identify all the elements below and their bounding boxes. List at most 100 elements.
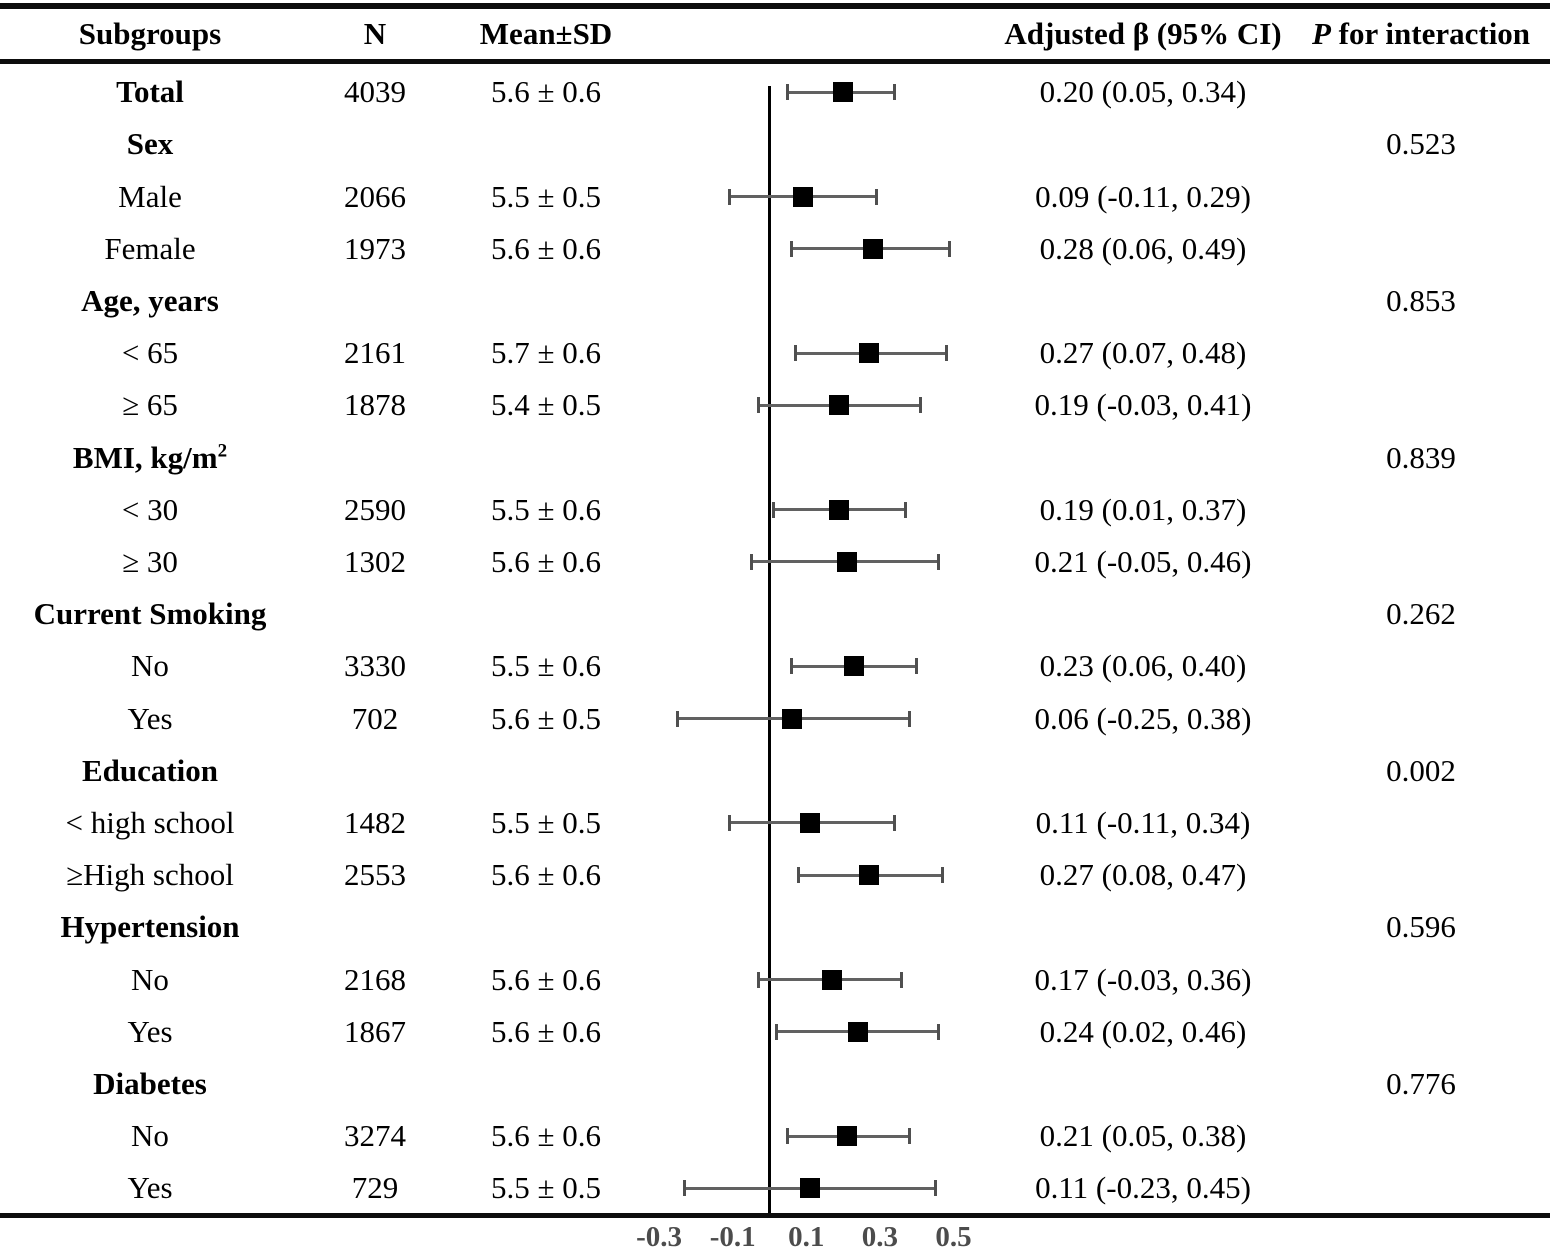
ci-cap-right	[937, 553, 941, 570]
beta-ci-value: 0.27 (0.08, 0.47)	[1039, 857, 1247, 893]
n-value: 1973	[344, 230, 406, 266]
mean-sd-value: 5.6 ± 0.6	[490, 230, 601, 266]
mean-sd-value: 5.6 ± 0.6	[490, 74, 601, 110]
ci-cap-right	[893, 814, 897, 831]
p-interaction-value: 0.853	[1386, 282, 1456, 318]
subgroup-label: Yes	[127, 1170, 173, 1206]
ci-cap-left	[727, 188, 731, 205]
point-estimate-marker	[799, 1178, 820, 1199]
beta-ci-value: 0.11 (-0.11, 0.34)	[1035, 804, 1251, 840]
x-axis-tick-label: 0.3	[861, 1221, 899, 1252]
mean-sd-value: 5.7 ± 0.6	[490, 335, 601, 371]
x-axis-tick-label: -0.1	[709, 1221, 756, 1252]
subgroup-label: ≥ 65	[122, 387, 178, 423]
ci-cap-right	[944, 345, 948, 362]
beta-ci-value: 0.17 (-0.03, 0.36)	[1034, 961, 1252, 997]
ci-cap-left	[756, 397, 760, 414]
ci-cap-right	[918, 397, 922, 414]
point-estimate-marker	[844, 656, 865, 677]
subgroup-label: No	[131, 648, 169, 684]
n-value: 702	[351, 700, 399, 736]
bottom-rule	[0, 1213, 1550, 1218]
subgroup-label: Yes	[127, 700, 173, 736]
subgroup-label: No	[131, 1118, 169, 1154]
beta-ci-value: 0.23 (0.06, 0.40)	[1039, 648, 1247, 684]
beta-ci-value: 0.21 (0.05, 0.38)	[1039, 1118, 1247, 1154]
n-value: 3330	[344, 648, 406, 684]
top-rule	[0, 3, 1550, 9]
n-value: 2168	[344, 961, 406, 997]
mean-sd-value: 5.5 ± 0.6	[490, 491, 601, 527]
mean-sd-value: 5.5 ± 0.6	[490, 648, 601, 684]
column-header-subgroups: Subgroups	[78, 16, 222, 51]
point-estimate-marker	[781, 708, 802, 729]
ci-cap-right	[900, 971, 904, 988]
point-estimate-marker	[799, 812, 820, 833]
column-header-p-interaction: P for interaction	[1292, 8, 1550, 60]
n-value: 2066	[344, 178, 406, 214]
p-interaction-value: 0.776	[1386, 1065, 1456, 1101]
subgroup-label: ≥ 30	[122, 543, 178, 579]
p-interaction-value: 0.596	[1386, 909, 1456, 945]
mean-sd-value: 5.5 ± 0.5	[490, 804, 601, 840]
column-header-adjusted-beta: Adjusted β (95% CI)	[1004, 16, 1282, 51]
ci-cap-right	[937, 1023, 941, 1040]
subgroup-label: Total	[116, 74, 184, 110]
x-axis-tick-label: 0.5	[935, 1221, 972, 1252]
p-interaction-value: 0.839	[1386, 439, 1456, 475]
subgroup-label: Female	[104, 230, 196, 266]
beta-ci-value: 0.19 (0.01, 0.37)	[1039, 491, 1247, 527]
ci-cap-left	[683, 1180, 687, 1197]
subgroup-label: Age, years	[81, 282, 219, 318]
mean-sd-value: 5.5 ± 0.5	[490, 178, 601, 214]
n-value: 2161	[344, 335, 406, 371]
mean-sd-value: 5.5 ± 0.5	[490, 1170, 601, 1206]
subgroup-label: Hypertension	[60, 909, 240, 945]
subgroup-label: < 30	[121, 491, 179, 527]
ci-cap-right	[874, 188, 878, 205]
subgroup-label: Sex	[126, 126, 174, 162]
point-estimate-marker	[829, 395, 850, 416]
superscript: 2	[217, 440, 228, 462]
mean-sd-value: 5.6 ± 0.5	[490, 700, 601, 736]
p-rest-text: for interaction	[1330, 16, 1531, 51]
ci-cap-left	[790, 658, 794, 675]
n-value: 2553	[344, 857, 406, 893]
point-estimate-marker	[833, 82, 854, 103]
n-value: 729	[351, 1170, 399, 1206]
mean-sd-value: 5.6 ± 0.6	[490, 857, 601, 893]
ci-cap-left	[676, 710, 679, 727]
ci-cap-left	[756, 971, 760, 988]
mean-sd-value: 5.6 ± 0.6	[490, 1118, 601, 1154]
subgroup-label: < high school	[65, 804, 235, 840]
n-value: 1878	[344, 387, 406, 423]
beta-ci-value: 0.20 (0.05, 0.34)	[1039, 74, 1247, 110]
subgroup-label: Yes	[127, 1013, 173, 1049]
subgroup-label: No	[131, 961, 169, 997]
subgroup-label: Diabetes	[93, 1065, 207, 1101]
mean-sd-value: 5.6 ± 0.6	[490, 1013, 601, 1049]
ci-cap-left	[771, 501, 775, 518]
point-estimate-marker	[836, 1126, 857, 1147]
p-italic-letter: P	[1311, 16, 1331, 51]
ci-cap-left	[786, 84, 790, 101]
n-value: 2590	[344, 491, 406, 527]
subgroup-label: < 65	[121, 335, 179, 371]
p-interaction-value: 0.523	[1386, 126, 1456, 162]
ci-cap-left	[786, 1128, 790, 1145]
column-header-n: N	[363, 16, 387, 51]
beta-ci-value: 0.24 (0.02, 0.46)	[1039, 1013, 1247, 1049]
n-value: 1302	[344, 543, 406, 579]
n-value: 3274	[344, 1118, 406, 1154]
ci-cap-right	[940, 867, 944, 884]
ci-cap-left	[727, 814, 731, 831]
ci-cap-right	[915, 658, 919, 675]
zero-reference-line	[768, 86, 771, 1215]
n-value: 4039	[344, 74, 406, 110]
beta-ci-value: 0.28 (0.06, 0.49)	[1039, 230, 1247, 266]
point-estimate-marker	[836, 551, 857, 572]
mean-sd-value: 5.6 ± 0.6	[490, 961, 601, 997]
column-header-mean-sd: Mean±SD	[479, 16, 613, 51]
ci-cap-right	[948, 240, 952, 257]
